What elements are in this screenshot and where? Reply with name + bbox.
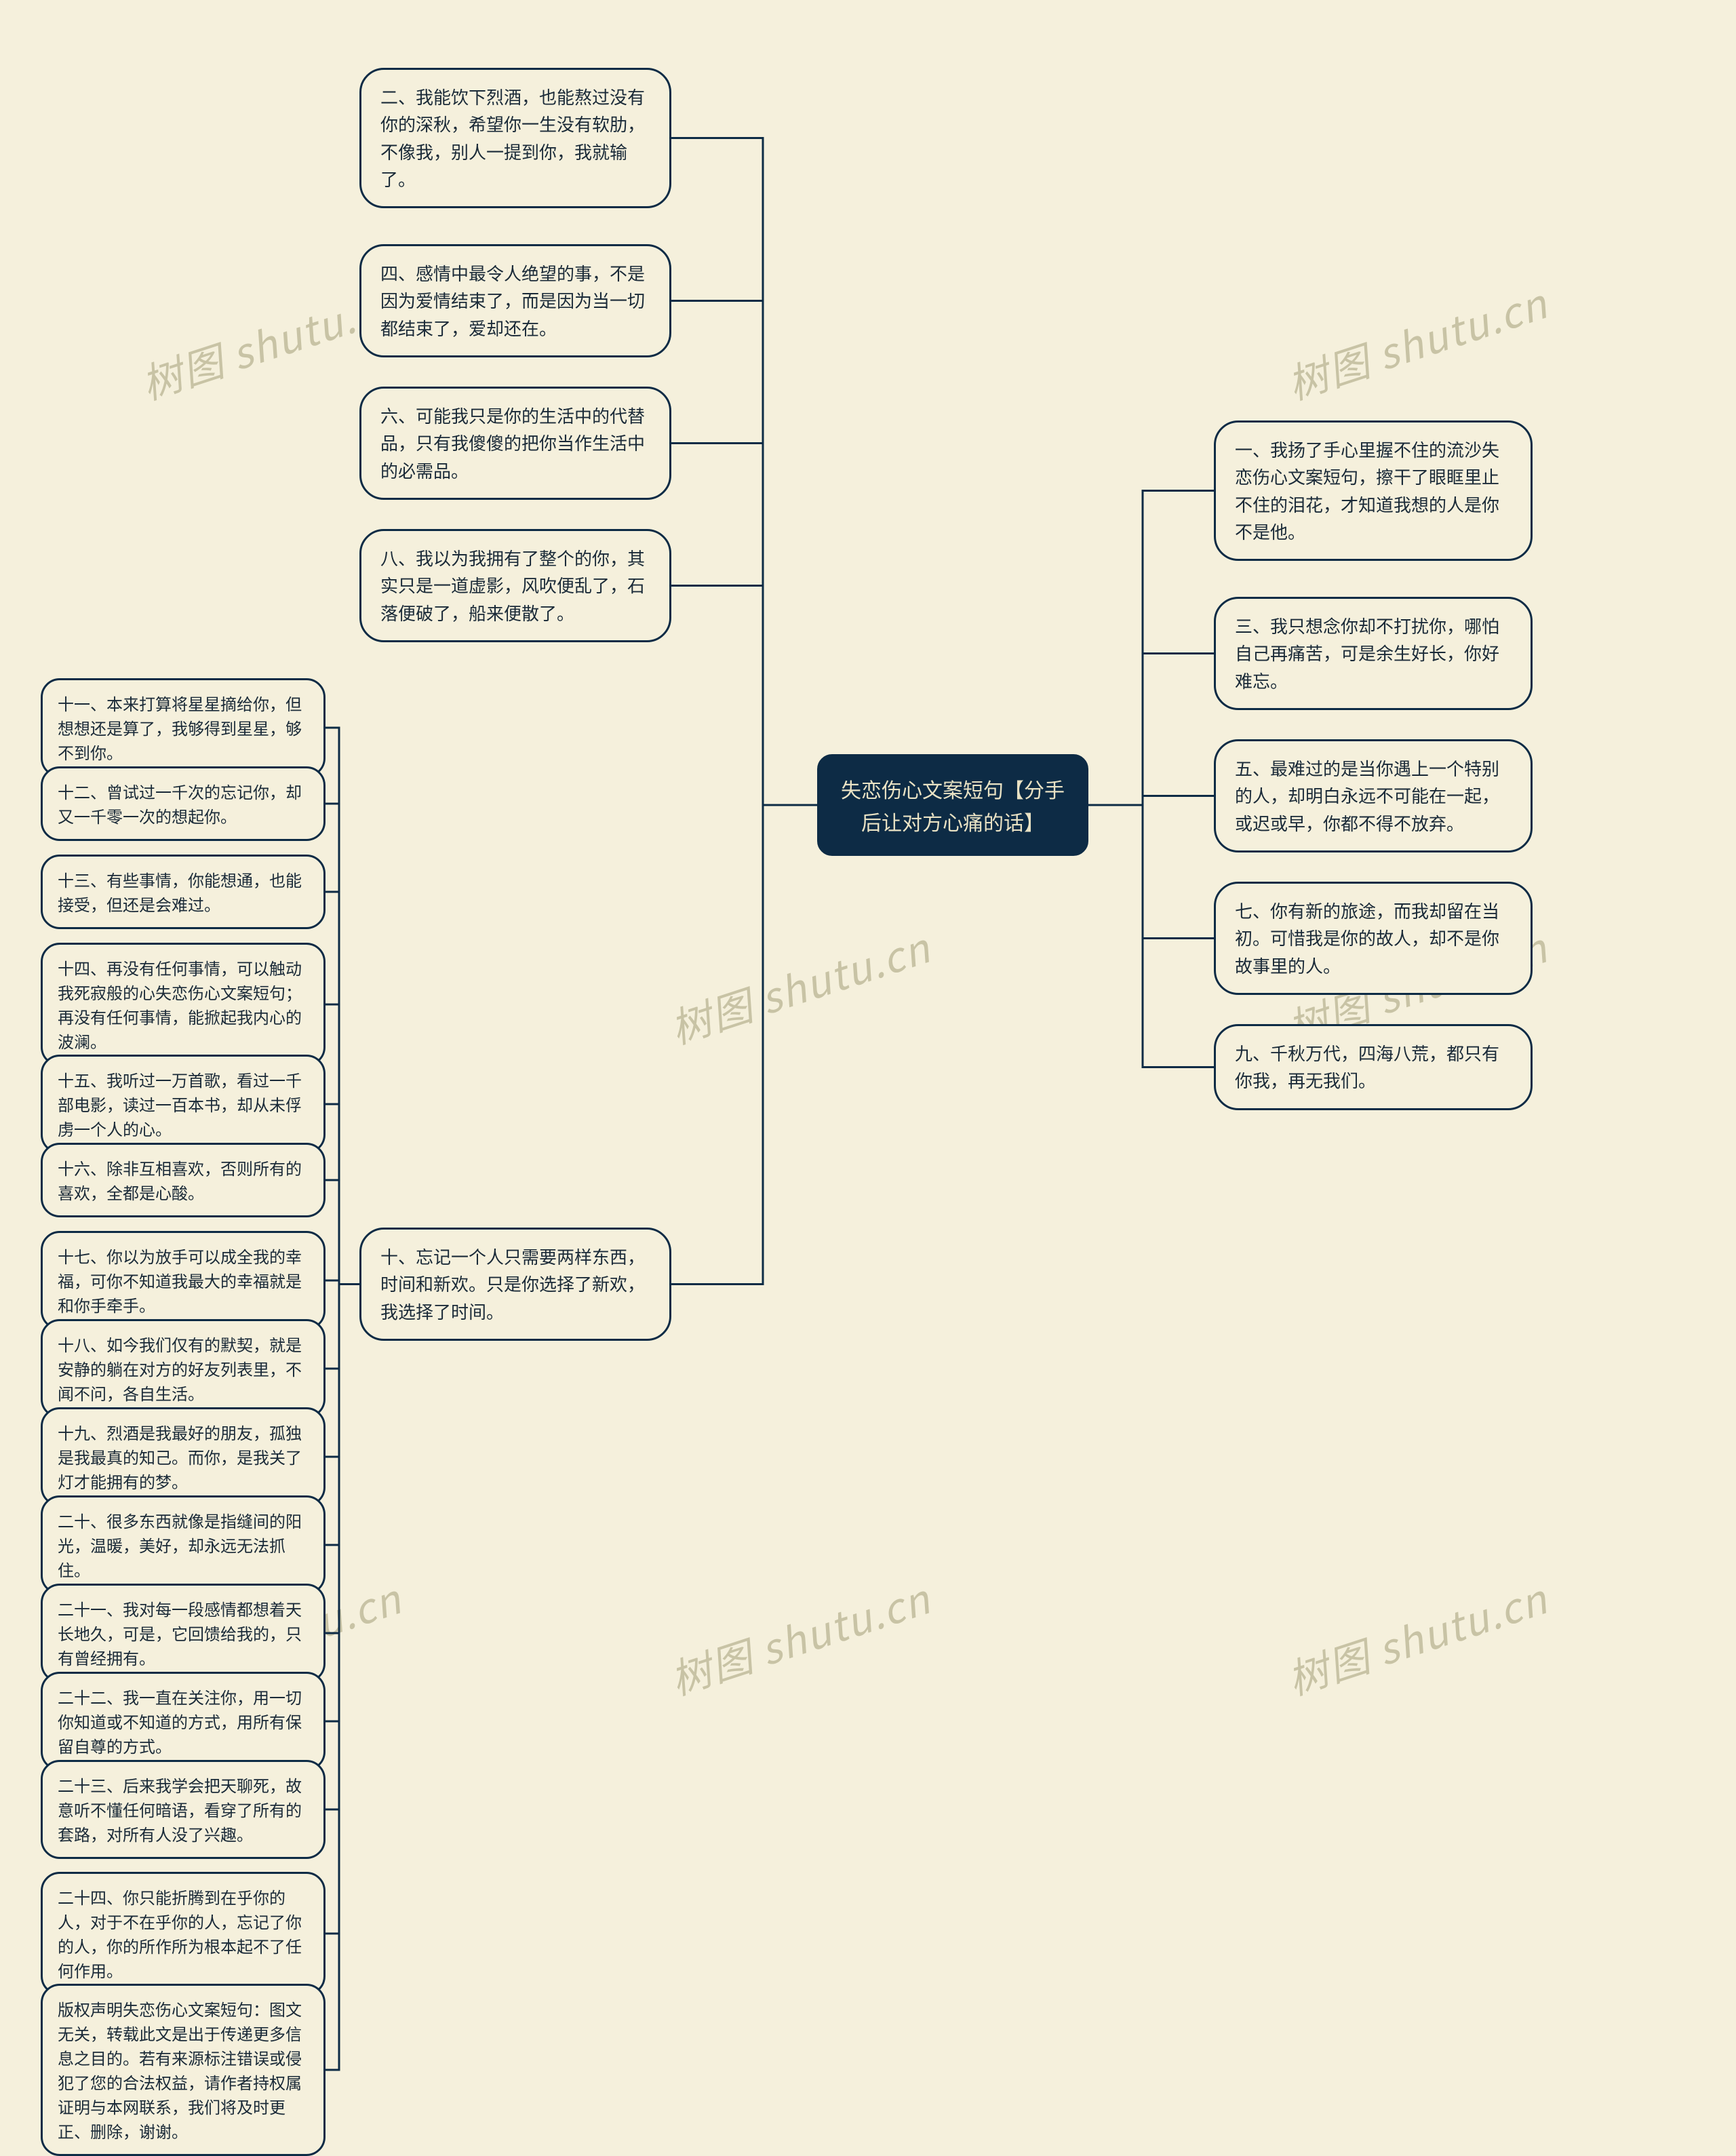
mindmap-node: 八、我以为我拥有了整个的你，其实只是一道虚影，风吹便乱了，石落便破了，船来便散了… (359, 529, 671, 642)
mindmap-node: 十、忘记一个人只需要两样东西，时间和新欢。只是你选择了新欢，我选择了时间。 (359, 1228, 671, 1341)
watermark: 树图 shutu.cn (1279, 1567, 1554, 1707)
mindmap-node: 九、千秋万代，四海八荒，都只有你我，再无我们。 (1214, 1024, 1533, 1110)
mindmap-node: 十六、除非互相喜欢，否则所有的喜欢，全都是心酸。 (41, 1143, 326, 1217)
mindmap-node: 六、可能我只是你的生活中的代替品，只有我傻傻的把你当作生活中的必需品。 (359, 387, 671, 500)
mindmap-node: 十九、烈酒是我最好的朋友，孤独是我最真的知己。而你，是我关了灯才能拥有的梦。 (41, 1407, 326, 1506)
mindmap-node: 十五、我听过一万首歌，看过一千部电影，读过一百本书，却从未俘虏一个人的心。 (41, 1055, 326, 1154)
mindmap-node: 二十、很多东西就像是指缝间的阳光，温暖，美好，却永远无法抓住。 (41, 1495, 326, 1594)
watermark: 树图 shutu.cn (662, 916, 937, 1056)
mindmap-node: 一、我扬了手心里握不住的流沙失恋伤心文案短句，擦干了眼眶里止不住的泪花，才知道我… (1214, 420, 1533, 561)
watermark: 树图 shutu.cn (662, 1567, 937, 1707)
mindmap-node: 十三、有些事情，你能想通，也能接受，但还是会难过。 (41, 855, 326, 929)
mindmap-node: 十二、曾试过一千次的忘记你，却又一千零一次的想起你。 (41, 766, 326, 841)
mindmap-node: 四、感情中最令人绝望的事，不是因为爱情结束了，而是因为当一切都结束了，爱却还在。 (359, 244, 671, 357)
mindmap-node: 版权声明失恋伤心文案短句：图文无关，转载此文是出于传递更多信息之目的。若有来源标… (41, 1984, 326, 2156)
mindmap-node: 二、我能饮下烈酒，也能熬过没有你的深秋，希望你一生没有软肋，不像我，别人一提到你… (359, 68, 671, 208)
mindmap-node: 十八、如今我们仅有的默契，就是安静的躺在对方的好友列表里，不闻不问，各自生活。 (41, 1319, 326, 1418)
mindmap-node: 十一、本来打算将星星摘给你，但想想还是算了，我够得到星星，够不到你。 (41, 678, 326, 777)
mindmap-node: 十七、你以为放手可以成全我的幸福，可你不知道我最大的幸福就是和你手牵手。 (41, 1231, 326, 1330)
mindmap-node: 七、你有新的旅途，而我却留在当初。可惜我是你的故人，却不是你故事里的人。 (1214, 882, 1533, 995)
mindmap-node: 五、最难过的是当你遇上一个特别的人，却明白永远不可能在一起，或迟或早，你都不得不… (1214, 739, 1533, 852)
mindmap-node: 二十二、我一直在关注你，用一切你知道或不知道的方式，用所有保留自尊的方式。 (41, 1672, 326, 1771)
mindmap-node: 二十一、我对每一段感情都想着天长地久，可是，它回馈给我的，只有曾经拥有。 (41, 1584, 326, 1683)
watermark: 树图 shutu.cn (1279, 272, 1554, 412)
mindmap-node: 二十四、你只能折腾到在乎你的人，对于不在乎你的人，忘记了你的人，你的所作所为根本… (41, 1872, 326, 1995)
mindmap-node: 二十三、后来我学会把天聊死，故意听不懂任何暗语，看穿了所有的套路，对所有人没了兴… (41, 1760, 326, 1859)
mindmap-node: 十四、再没有任何事情，可以触动我死寂般的心失恋伤心文案短句；再没有任何事情，能掀… (41, 943, 326, 1066)
mindmap-root: 失恋伤心文案短句【分手后让对方心痛的话】 (817, 754, 1088, 856)
mindmap-node: 三、我只想念你却不打扰你，哪怕自己再痛苦，可是余生好长，你好难忘。 (1214, 597, 1533, 710)
